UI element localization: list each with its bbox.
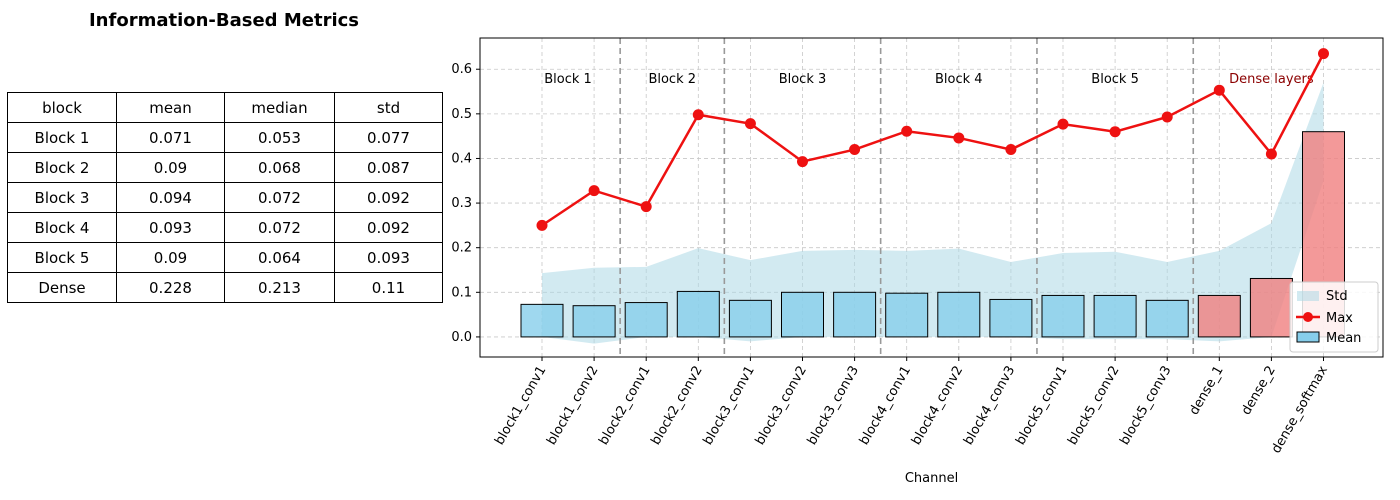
max-point: [849, 144, 861, 156]
max-line: [541, 53, 1325, 227]
max-point: [536, 219, 548, 231]
axes-frame: [479, 37, 1384, 358]
table-header-row: block mean median std: [7, 92, 443, 123]
max-point: [1109, 126, 1121, 138]
x-tick-label: dense_softmax: [1269, 363, 1331, 456]
table-row: Dense 0.228 0.213 0.11: [7, 272, 443, 303]
group-label: Block 5: [1091, 72, 1139, 87]
table-row: Block 5 0.09 0.064 0.093: [7, 242, 443, 273]
table-cell: 0.094: [116, 182, 225, 213]
table-cell: 0.09: [116, 152, 225, 183]
column-header: std: [334, 92, 443, 123]
group-label: Dense layers: [1229, 72, 1314, 87]
metrics-table: block mean median std Block 1 0.071 0.05…: [7, 92, 443, 303]
max-point: [1005, 144, 1017, 156]
x-tick-label: block2_conv2: [648, 364, 705, 448]
x-tick-label: block3_conv1: [701, 364, 758, 448]
legend-mean-label: Mean: [1326, 331, 1361, 346]
table-title: Information-Based Metrics: [88, 10, 359, 31]
max-point: [640, 201, 652, 213]
legend-max-label: Max: [1326, 311, 1353, 326]
x-tick-label: dense_2: [1239, 364, 1279, 418]
table-cell: Block 4: [7, 212, 117, 243]
column-header: mean: [116, 92, 225, 123]
mean-bar: [676, 290, 720, 338]
mean-bar: [885, 292, 929, 338]
x-tick-label: block1_conv1: [492, 364, 549, 448]
mean-bar: [572, 305, 616, 338]
y-tick-label: 0.1: [451, 285, 472, 300]
table-cell: 0.077: [334, 122, 443, 153]
legend-std-label: Std: [1326, 289, 1348, 304]
group-label: Block 2: [648, 72, 696, 87]
max-point: [901, 125, 913, 137]
table-cell: 0.087: [334, 152, 443, 183]
x-tick-label: block1_conv2: [544, 364, 601, 448]
max-point: [953, 132, 965, 144]
legend-max-marker: [1303, 312, 1313, 322]
mean-bar: [937, 291, 981, 338]
table-cell: 0.068: [224, 152, 335, 183]
x-tick-label: block5_conv1: [1013, 364, 1070, 448]
table-row: Block 4 0.093 0.072 0.092: [7, 212, 443, 243]
table-cell: 0.11: [334, 272, 443, 303]
mean-bar: [624, 302, 668, 338]
max-point: [692, 109, 704, 121]
table-cell: 0.092: [334, 212, 443, 243]
mean-bar: [833, 291, 877, 338]
y-tick-label: 0.2: [451, 241, 472, 256]
mean-bar: [1145, 299, 1189, 338]
mean-bar: [1093, 294, 1137, 338]
mean-bar: [1041, 294, 1085, 338]
mean-bar: [520, 303, 564, 338]
max-point: [1213, 84, 1225, 96]
x-tick-label: block3_conv3: [805, 364, 862, 448]
max-point: [1318, 48, 1329, 60]
y-tick-label: 0.4: [451, 151, 472, 166]
std-band: [542, 82, 1324, 344]
mean-bar: [781, 291, 824, 338]
table-cell: 0.213: [224, 272, 335, 303]
y-tick-label: 0.5: [451, 107, 472, 122]
column-header: block: [7, 92, 117, 123]
x-tick-label: block4_conv1: [857, 364, 914, 448]
x-tick-label: block2_conv1: [596, 364, 653, 448]
table-cell: 0.09: [116, 242, 225, 273]
mean-bar: [989, 298, 1033, 338]
x-axis-label: Channel: [905, 471, 958, 486]
max-point: [1057, 118, 1069, 130]
group-label: Block 3: [779, 72, 827, 87]
mean-bar: [1197, 294, 1241, 338]
x-tick-label: block4_conv2: [909, 364, 966, 448]
max-point: [588, 185, 600, 197]
max-point: [1265, 148, 1277, 160]
y-tick-label: 0.0: [451, 330, 472, 345]
table-cell: 0.053: [224, 122, 335, 153]
mean-bar: [728, 299, 772, 338]
legend-mean-swatch: [1296, 331, 1320, 343]
table-cell: 0.228: [116, 272, 225, 303]
y-tick-label: 0.6: [451, 62, 472, 77]
x-tick-label: block5_conv3: [1117, 364, 1174, 448]
table-cell: 0.092: [334, 182, 443, 213]
legend-std-swatch: [1297, 291, 1319, 301]
y-tick-label: 0.3: [451, 196, 472, 211]
max-point: [744, 118, 756, 130]
x-tick-label: block4_conv3: [961, 364, 1018, 448]
table-cell: Dense: [7, 272, 117, 303]
table-cell: 0.072: [224, 212, 335, 243]
x-tick-label: block5_conv2: [1065, 364, 1122, 448]
max-point: [797, 156, 808, 168]
x-tick-label: dense_1: [1187, 364, 1227, 418]
x-tick-label: block3_conv2: [753, 364, 810, 448]
table-row: Block 1 0.071 0.053 0.077: [7, 122, 443, 153]
mean-bar: [1249, 277, 1293, 338]
group-label: Block 4: [935, 72, 983, 87]
group-label: Block 1: [544, 72, 592, 87]
column-header: median: [224, 92, 335, 123]
max-point: [1161, 111, 1173, 123]
